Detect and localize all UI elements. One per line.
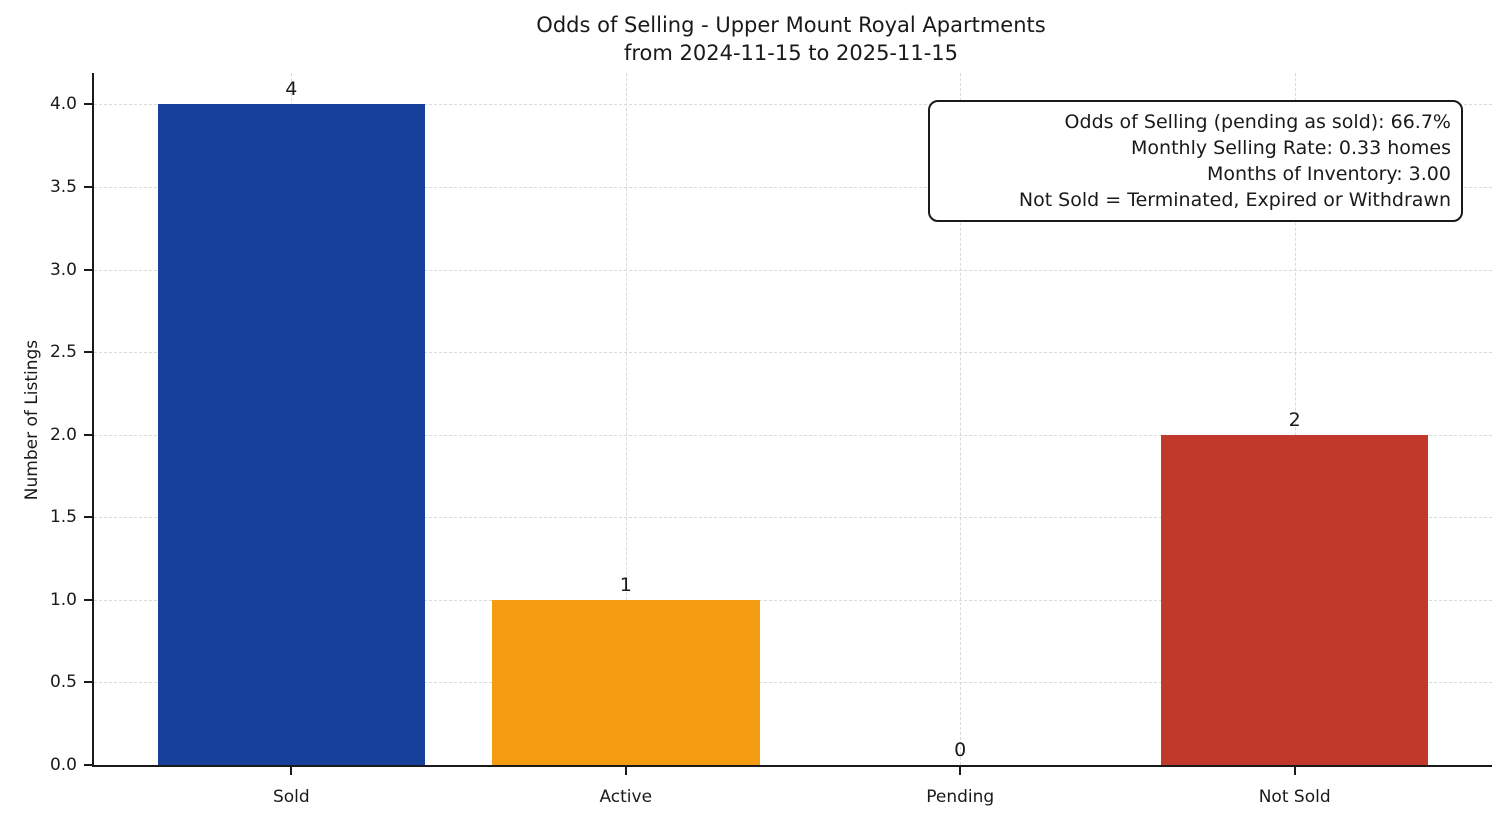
bar-not-sold <box>1160 434 1429 765</box>
y-tick-label: 2.0 <box>49 424 77 445</box>
x-tick-mark <box>624 767 627 775</box>
bar-sold <box>157 104 426 765</box>
gridline-horizontal <box>94 104 1492 106</box>
x-tick-label-active: Active <box>599 787 653 807</box>
y-tick-label: 3.5 <box>49 176 77 197</box>
gridline-horizontal <box>94 434 1492 436</box>
chart-title: Odds of Selling - Upper Mount Royal Apar… <box>92 11 1490 67</box>
annotation-monthly-selling-rate: Monthly Selling Rate: 0.33 homes <box>1131 137 1451 159</box>
bar-value-label-active: 1 <box>619 573 632 596</box>
gridline-horizontal <box>94 352 1492 354</box>
y-tick-mark <box>84 268 92 271</box>
plot-area: 0.0 0.5 1.0 1.5 2.0 2.5 3.0 3.5 4.0 4 Sold 1 Active 0… <box>50 73 1492 807</box>
bar-value-label-sold: 4 <box>285 78 298 101</box>
gridline-vertical <box>625 73 627 765</box>
y-tick-label: 4.0 <box>49 94 77 115</box>
y-tick-mark <box>84 185 92 188</box>
chart-title-line1: Odds of Selling - Upper Mount Royal Apar… <box>536 13 1046 37</box>
x-tick-label-not-sold: Not Sold <box>1258 787 1331 807</box>
y-tick-mark <box>84 681 92 684</box>
annotation-months-of-inventory: Months of Inventory: 3.00 <box>1207 163 1451 185</box>
bar-value-label-not-sold: 2 <box>1288 408 1301 431</box>
x-tick-label-pending: Pending <box>926 787 995 807</box>
y-tick-mark <box>84 433 92 436</box>
y-tick-label: 1.5 <box>49 507 77 528</box>
x-tick-mark <box>1293 767 1296 775</box>
bar-value-label-pending: 0 <box>954 739 967 761</box>
chart-title-line2: from 2024-11-15 to 2025-11-15 <box>623 41 959 65</box>
annotation-not-sold-definition: Not Sold = Terminated, Expired or Withdr… <box>1018 189 1451 211</box>
gridline-vertical <box>960 73 962 765</box>
y-tick-mark <box>84 516 92 519</box>
y-tick-mark <box>84 351 92 354</box>
gridline-vertical <box>1294 73 1296 765</box>
x-tick-mark <box>959 767 962 775</box>
y-tick-label: 0.5 <box>49 672 77 693</box>
y-tick-label: 3.0 <box>49 259 77 280</box>
annotation-box: Odds of Selling (pending as sold): 66.7%… <box>928 100 1463 222</box>
y-tick-mark <box>84 598 92 601</box>
gridline-horizontal <box>94 682 1492 684</box>
y-tick-label: 0.0 <box>49 755 77 775</box>
x-tick-mark <box>290 767 293 775</box>
gridline-horizontal <box>94 186 1492 188</box>
gridline-horizontal <box>94 269 1492 271</box>
y-tick-mark <box>84 764 92 766</box>
x-tick-label-sold: Sold <box>272 787 310 807</box>
y-tick-mark <box>84 103 92 106</box>
y-tick-label: 1.0 <box>49 589 77 610</box>
gridline-horizontal <box>94 517 1492 519</box>
y-tick-label: 2.5 <box>49 342 77 363</box>
gridline-horizontal <box>94 599 1492 601</box>
bar-active <box>491 599 760 765</box>
annotation-odds-of-selling: Odds of Selling (pending as sold): 66.7% <box>1064 111 1451 133</box>
